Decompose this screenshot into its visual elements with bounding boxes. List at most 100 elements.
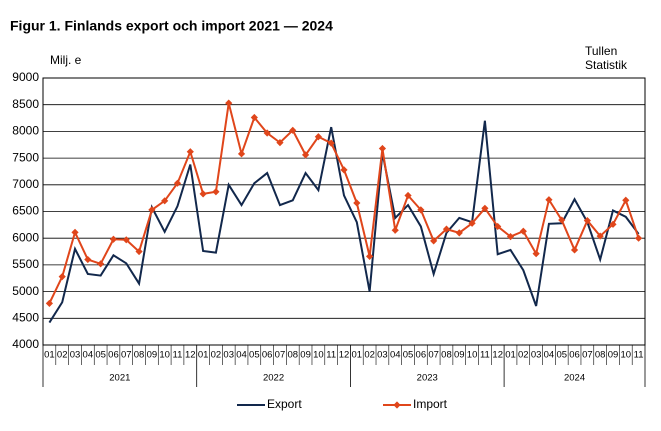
data-point	[609, 220, 617, 228]
data-point	[301, 151, 310, 159]
data-point	[135, 247, 143, 256]
x-tick-label: 08	[441, 350, 452, 361]
x-tick-label: 11	[173, 350, 183, 361]
data-point	[186, 148, 194, 156]
data-point	[455, 229, 463, 237]
x-tick-label: 09	[300, 350, 311, 361]
data-point	[225, 99, 233, 107]
x-tick-label: 06	[569, 350, 580, 361]
y-tick-label: 4000	[12, 337, 39, 351]
x-tick-label: 04	[83, 350, 94, 361]
x-tick-label: 05	[249, 350, 260, 361]
data-point	[199, 190, 207, 198]
x-tick-label: 01	[352, 350, 363, 361]
data-point	[71, 228, 79, 236]
data-point	[430, 237, 438, 245]
data-point	[250, 113, 258, 122]
data-point	[263, 129, 271, 137]
legend-label: Import	[413, 397, 448, 411]
data-point	[212, 188, 220, 196]
x-tick-label: 12	[339, 350, 350, 361]
year-label: 2023	[417, 373, 438, 384]
data-point	[519, 227, 527, 235]
data-point	[45, 299, 54, 307]
source: Statistik	[585, 58, 628, 72]
data-point	[122, 236, 130, 244]
x-tick-label: 09	[454, 350, 465, 361]
x-tick-label: 10	[313, 350, 324, 361]
x-tick-label: 03	[70, 350, 81, 361]
data-point	[570, 246, 579, 254]
x-tick-label: 07	[582, 350, 593, 361]
data-point	[481, 204, 489, 212]
data-point	[327, 139, 335, 147]
data-point	[58, 273, 66, 281]
x-tick-label: 09	[147, 350, 158, 361]
y-tick-label: 9000	[12, 70, 39, 84]
data-point	[506, 232, 515, 241]
x-tick-label: 08	[595, 350, 606, 361]
plot-border	[42, 77, 646, 346]
data-point	[442, 225, 451, 233]
year-label: 2022	[263, 373, 284, 384]
legend-marker	[393, 401, 401, 409]
y-tick-label: 8000	[12, 124, 39, 138]
x-tick-label: 02	[518, 350, 529, 361]
data-point	[353, 199, 361, 207]
data-point	[622, 196, 630, 204]
x-tick-label: 12	[185, 350, 196, 361]
x-tick-label: 01	[505, 350, 516, 361]
y-tick-label: 6000	[12, 230, 39, 244]
x-tick-label: 11	[634, 350, 644, 361]
x-tick-label: 07	[428, 350, 439, 361]
data-point	[378, 144, 387, 153]
data-point	[276, 139, 284, 147]
data-point	[366, 252, 374, 260]
data-point	[97, 260, 105, 268]
data-point	[634, 234, 643, 242]
y-tick-label: 5000	[12, 284, 39, 298]
y-tick-label: 7500	[12, 150, 39, 164]
x-tick-label: 06	[262, 350, 273, 361]
data-point	[391, 226, 399, 234]
data-point	[314, 133, 322, 141]
data-point	[340, 166, 348, 174]
data-point	[161, 197, 169, 205]
x-tick-label: 03	[531, 350, 542, 361]
data-point	[583, 216, 591, 225]
x-tick-label: 09	[608, 350, 619, 361]
x-tick-label: 05	[556, 350, 567, 361]
year-label: 2021	[109, 373, 130, 384]
y-tick-label: 4500	[12, 310, 39, 324]
series-line	[48, 102, 640, 304]
series-line	[48, 120, 640, 324]
x-tick-label: 01	[198, 350, 209, 361]
x-tick-label: 02	[364, 350, 375, 361]
x-tick-label: 05	[95, 350, 106, 361]
y-tick-label: 7000	[12, 177, 39, 191]
y-tick-label: 6500	[12, 204, 39, 218]
x-tick-label: 08	[287, 350, 298, 361]
x-tick-label: 11	[480, 350, 490, 361]
x-tick-label: 07	[121, 350, 132, 361]
data-point	[468, 219, 476, 227]
data-point	[173, 179, 182, 187]
x-tick-label: 02	[211, 350, 222, 361]
x-tick-label: 08	[134, 350, 145, 361]
x-tick-label: 07	[275, 350, 286, 361]
x-tick-label: 12	[492, 350, 503, 361]
x-tick-label: 04	[544, 350, 555, 361]
x-tick-label: 05	[403, 350, 414, 361]
y-tick-label: 8500	[12, 97, 39, 111]
data-point	[596, 232, 604, 240]
x-tick-label: 10	[159, 350, 170, 361]
x-tick-label: 04	[236, 350, 247, 361]
data-point	[494, 222, 502, 231]
x-tick-label: 03	[223, 350, 234, 361]
data-point	[417, 206, 425, 214]
data-point	[404, 191, 412, 200]
x-tick-label: 06	[416, 350, 427, 361]
y-tick-label: 5500	[12, 257, 39, 271]
